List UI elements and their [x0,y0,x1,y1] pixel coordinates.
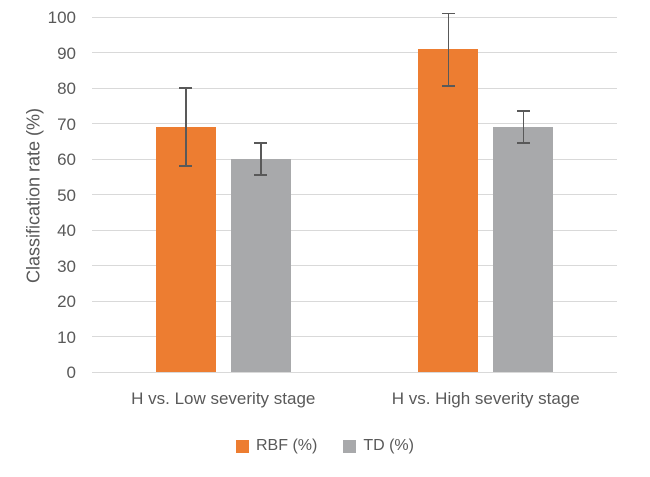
gridline [92,265,617,266]
gridline [92,52,617,53]
x-axis-category-labels: H vs. Low severity stage H vs. High sever… [92,389,617,409]
error-bar-cap [179,165,193,167]
legend: RBF (%) TD (%) [0,437,650,455]
y-tick-label: 10 [57,327,76,347]
gridline [92,87,617,89]
y-tick-label: 30 [57,256,76,276]
y-tick-label: 90 [57,43,76,63]
gridline [92,16,617,18]
y-tick-label: 40 [57,221,76,240]
error-bar-cap [254,142,268,144]
bar [418,48,479,372]
gridline [92,194,617,195]
legend-item: RBF (%) [236,437,317,455]
legend-label: RBF (%) [256,437,318,454]
y-tick-label: 70 [57,114,76,134]
y-tick-label: 100 [47,8,76,27]
gridline [92,336,617,337]
y-tick-label: 20 [57,292,76,311]
x-category-label: H vs. Low severity stage [131,389,316,408]
error-bar-cap [516,142,530,144]
y-tick-label: 80 [57,79,76,98]
y-axis-tick-labels: 0 10 20 30 40 50 60 70 80 90 100 [0,9,76,381]
legend-swatch [343,439,357,453]
gridline [92,371,617,373]
error-bar-line [522,111,524,143]
legend-item: TD (%) [343,437,414,455]
error-bar-cap [441,85,455,87]
error-bar-cap [441,12,455,15]
bar [230,159,291,372]
gridline [92,300,617,302]
y-tick-label: 50 [57,185,76,205]
legend-swatch [236,439,249,453]
bar [493,127,554,372]
gridline [92,158,617,160]
error-bar-cap [516,110,530,112]
x-category-label: H vs. High severity stage [391,389,580,408]
error-bar-cap [254,174,268,176]
error-bar-line [185,88,187,167]
y-tick-label: 60 [57,150,76,169]
gridline [92,229,617,231]
y-tick-label: 0 [66,363,76,382]
legend-label: TD (%) [363,437,414,454]
plot-area [92,12,617,373]
error-bar-line [260,143,262,175]
bar [155,127,216,372]
error-bar-line [447,13,449,87]
error-bar-cap [179,87,193,89]
gridline [92,123,617,124]
